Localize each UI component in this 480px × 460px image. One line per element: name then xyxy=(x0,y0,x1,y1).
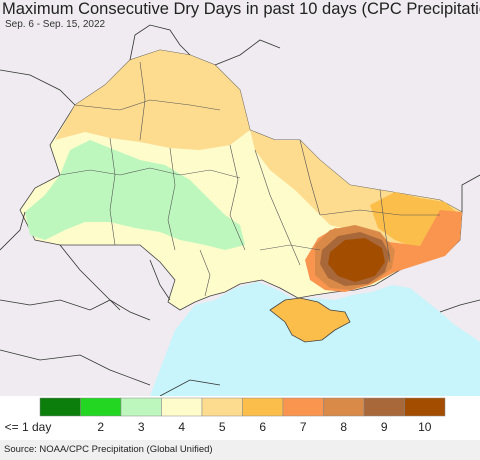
legend-label-7: 7 xyxy=(300,420,307,434)
map-subtitle: Sep. 6 - Sep. 15, 2022 xyxy=(5,19,106,30)
legend-label-5: 5 xyxy=(219,420,226,434)
legend-label-9: 9 xyxy=(381,420,388,434)
crimea xyxy=(269,297,351,343)
legend-swatch-7 xyxy=(282,397,324,417)
legend-label-2: 2 xyxy=(97,420,104,434)
legend-label-8: 8 xyxy=(340,420,347,434)
legend-swatch-2 xyxy=(80,397,122,417)
legend-label-10: 10 xyxy=(418,420,432,434)
legend-swatch-5 xyxy=(201,397,243,417)
legend-label-1: <= 1 day xyxy=(5,420,52,434)
map xyxy=(0,0,480,396)
legend-swatch-9 xyxy=(363,397,405,417)
legend-swatch-1 xyxy=(39,397,81,417)
legend-label-3: 3 xyxy=(138,420,145,434)
region-borders xyxy=(59,61,440,297)
legend-label-6: 6 xyxy=(259,420,266,434)
zone-east-10 xyxy=(328,238,385,282)
legend-swatch-4 xyxy=(161,397,203,417)
legend-swatch-8 xyxy=(323,397,365,417)
zone-north-5 xyxy=(55,50,250,150)
zone-west-3 xyxy=(25,140,245,250)
source-note: Source: NOAA/CPC Precipitation (Global U… xyxy=(0,440,480,460)
legend-swatch-6 xyxy=(242,397,284,417)
legend-label-4: 4 xyxy=(178,420,185,434)
legend-swatch-3 xyxy=(120,397,162,417)
legend: <= 1 day 2 3 4 5 6 7 8 9 10 xyxy=(5,397,446,434)
country-borders xyxy=(0,24,480,396)
legend-swatch-10 xyxy=(404,397,446,417)
map-title: Maximum Consecutive Dry Days in past 10 … xyxy=(2,0,480,18)
